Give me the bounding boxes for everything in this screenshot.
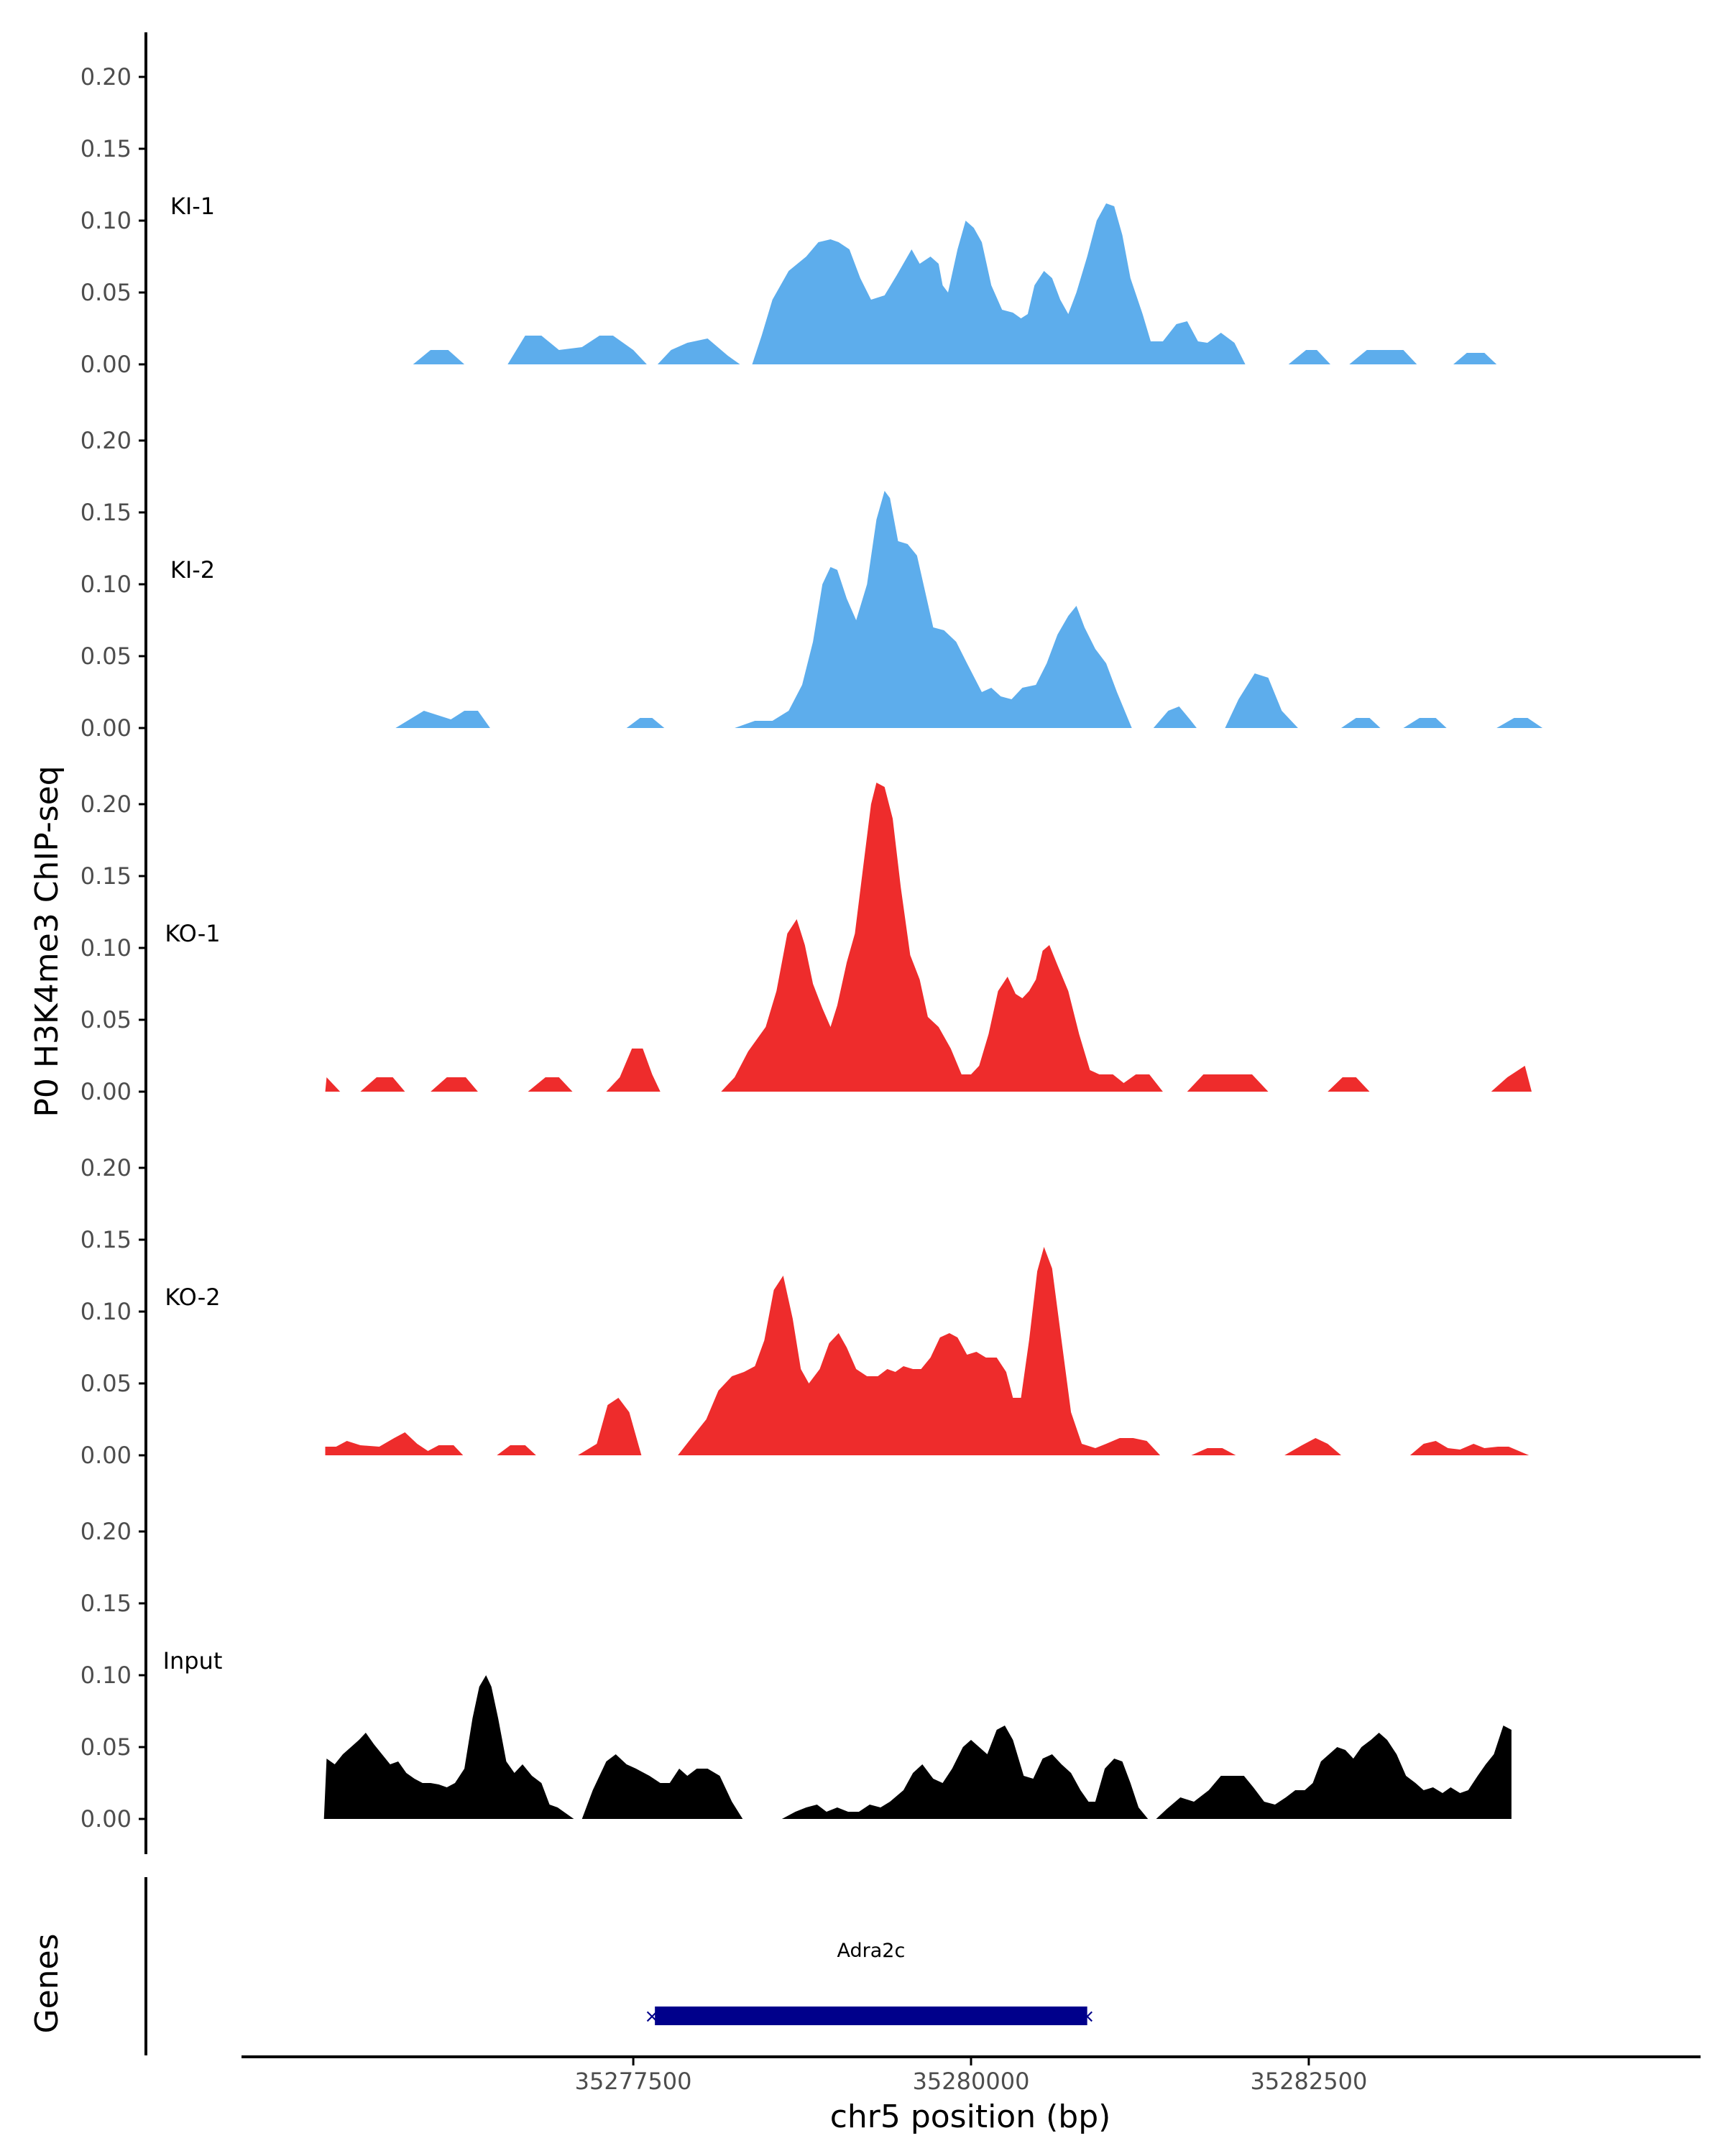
- y-tick-label: 0.10: [80, 1298, 132, 1325]
- y-tick-label: 0.15: [80, 1590, 132, 1617]
- track-label: KI-2: [170, 556, 215, 584]
- coverage-area: [1153, 706, 1197, 728]
- y-tick-label: 0.15: [80, 1226, 132, 1253]
- coverage-area: [1341, 718, 1381, 728]
- track-label: KI-1: [170, 193, 215, 220]
- coverage-area: [1453, 353, 1497, 364]
- coverage-area: [752, 203, 1246, 364]
- y-tick-label: 0.00: [80, 714, 132, 742]
- y-tick-label: 0.10: [80, 934, 132, 962]
- genes-panel-title: Genes: [29, 1933, 65, 2033]
- coverage-area: [431, 1077, 478, 1092]
- genes-panel: Genes × × Adra2c: [29, 1877, 1095, 2055]
- x-tick-label: 35282500: [1250, 2068, 1367, 2095]
- coverage-area: [1156, 1726, 1512, 1819]
- coverage-area: [1191, 1448, 1236, 1455]
- gene-strand-marker: ×: [644, 2006, 660, 2027]
- coverage-area: [781, 1726, 1149, 1819]
- y-tick-label: 0.00: [80, 1442, 132, 1469]
- coverage-area: [657, 338, 740, 364]
- track-input: 0.00 0.05 0.10 0.15 0.20 Input: [80, 1487, 1512, 1854]
- coverage-area: [578, 1398, 642, 1455]
- coverage-area: [497, 1445, 536, 1455]
- coverage-area: [606, 1049, 661, 1092]
- coverage-area: [626, 718, 665, 728]
- y-tick-label: 0.05: [80, 642, 132, 670]
- y-tick-label: 0.05: [80, 1733, 132, 1761]
- x-axis-title: chr5 position (bp): [830, 2099, 1111, 2135]
- gene-label: Adra2c: [837, 1940, 906, 1962]
- coverage-area: [1491, 1066, 1532, 1092]
- coverage-area: [413, 350, 465, 364]
- coverage-area: [1187, 1074, 1269, 1092]
- coverage-area: [1349, 350, 1417, 364]
- track-label: KO-1: [165, 920, 220, 947]
- y-tick-label: 0.10: [80, 207, 132, 234]
- coverage-area: [721, 783, 1163, 1092]
- y-axis-title: P0 H3K4me3 ChIP-seq: [29, 765, 65, 1117]
- y-tick-label: 0.10: [80, 571, 132, 598]
- x-tick-label: 35277500: [575, 2068, 692, 2095]
- y-tick-label: 0.15: [80, 499, 132, 526]
- gene-strand-marker: ×: [1080, 2006, 1095, 2027]
- coverage-area: [1496, 718, 1543, 728]
- track-ki-1: 0.00 0.05 0.10 0.15 0.20 KI-1: [80, 32, 1497, 400]
- coverage-area: [395, 711, 490, 728]
- y-tick-label: 0.15: [80, 862, 132, 890]
- coverage-area: [735, 491, 1132, 728]
- y-tick-label: 0.00: [80, 351, 132, 378]
- y-tick-label: 0.10: [80, 1662, 132, 1689]
- coverage-tracks: 0.00 0.05 0.10 0.15 0.20 KI-1 0.00 0.05 0.10 0.15…: [80, 32, 1543, 1854]
- track-ko-1: 0.00 0.05 0.10 0.15 0.20 KO-1: [80, 760, 1532, 1127]
- coverage-area: [507, 336, 647, 364]
- y-tick-label: 0.05: [80, 279, 132, 306]
- gene-body: [655, 2007, 1087, 2025]
- y-tick-label: 0.05: [80, 1370, 132, 1397]
- x-tick-label: 35280000: [913, 2068, 1030, 2095]
- y-tick-label: 0.15: [80, 135, 132, 162]
- track-ki-2: 0.00 0.05 0.10 0.15 0.20 KI-2: [80, 396, 1543, 763]
- coverage-area: [678, 1247, 1161, 1455]
- y-tick-label: 0.00: [80, 1805, 132, 1833]
- coverage-area: [325, 1077, 341, 1092]
- y-tick-label: 0.20: [80, 63, 132, 91]
- coverage-area: [1225, 673, 1298, 728]
- coverage-area: [1328, 1077, 1370, 1092]
- coverage-area: [325, 1432, 464, 1455]
- y-tick-label: 0.00: [80, 1078, 132, 1105]
- coverage-area: [360, 1077, 405, 1092]
- track-ko-2: 0.00 0.05 0.10 0.15 0.20 KO-2: [80, 1123, 1530, 1491]
- coverage-area: [1284, 1438, 1341, 1455]
- track-label: Input: [163, 1647, 223, 1674]
- y-tick-label: 0.05: [80, 1006, 132, 1033]
- y-tick-label: 0.20: [80, 1518, 132, 1545]
- coverage-area: [581, 1754, 743, 1819]
- y-tick-label: 0.20: [80, 427, 132, 454]
- coverage-area: [1288, 350, 1330, 364]
- y-tick-label: 0.20: [80, 1154, 132, 1181]
- x-axis: 35277500 35280000 35282500: [242, 2055, 1701, 2095]
- coverage-area: [323, 1675, 574, 1819]
- track-label: KO-2: [165, 1284, 220, 1311]
- coverage-area: [1403, 718, 1447, 728]
- coverage-area: [528, 1077, 573, 1092]
- coverage-area: [1409, 1441, 1530, 1455]
- y-tick-label: 0.20: [80, 791, 132, 818]
